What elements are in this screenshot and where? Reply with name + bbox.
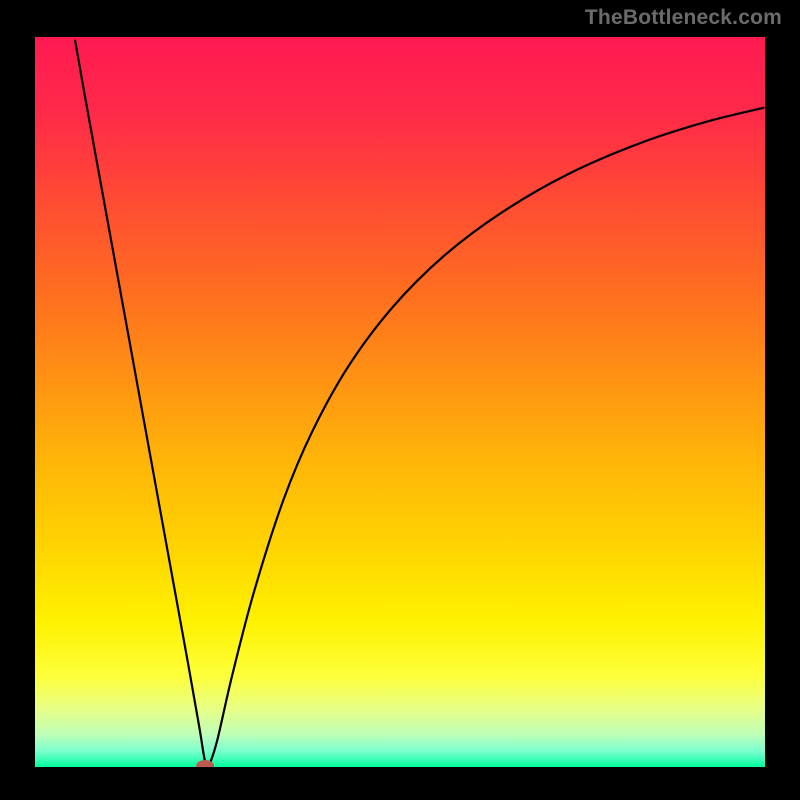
watermark-text: TheBottleneck.com bbox=[585, 6, 782, 30]
chart-canvas: TheBottleneck.com bbox=[0, 0, 800, 800]
plot-area bbox=[35, 37, 765, 767]
gradient-background bbox=[35, 37, 765, 767]
plot-svg bbox=[35, 37, 765, 767]
